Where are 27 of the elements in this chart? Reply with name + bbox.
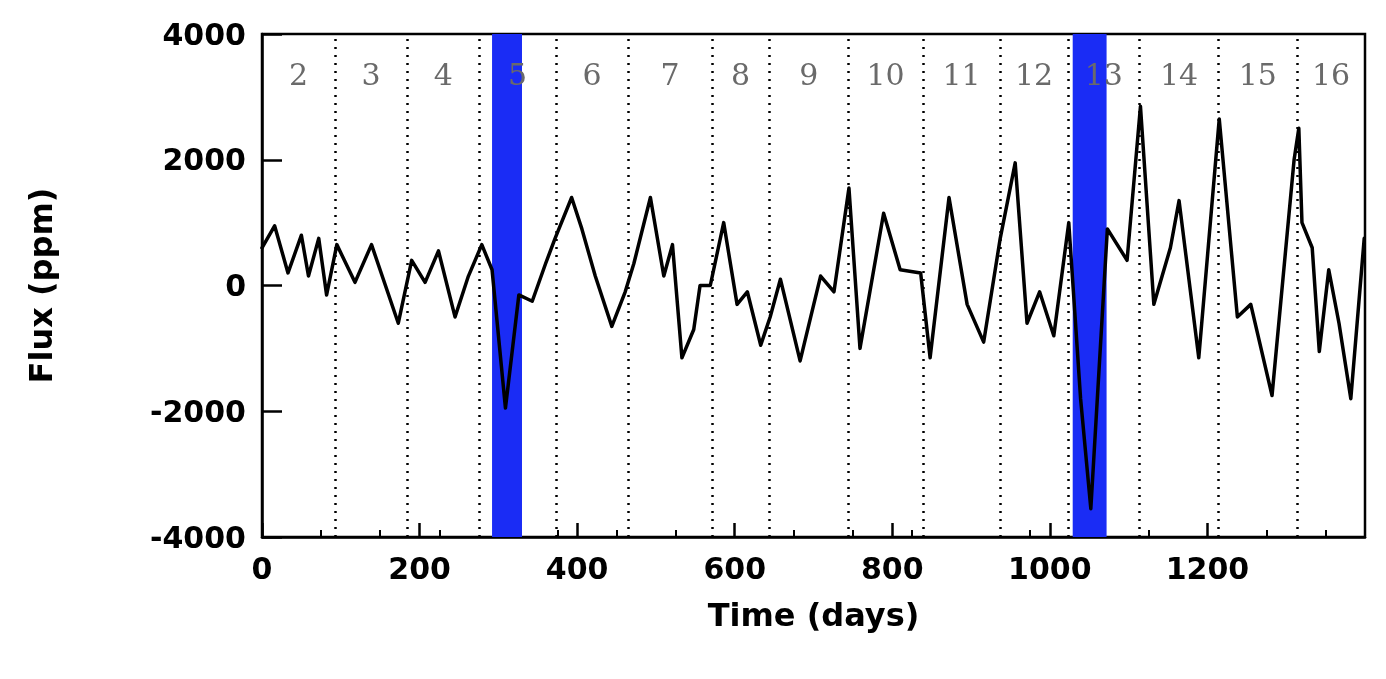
annotation: 6 xyxy=(582,56,602,92)
y-tick-label: 0 xyxy=(225,268,246,303)
y-tick-label: 4000 xyxy=(162,16,246,52)
annotation: 8 xyxy=(731,56,751,92)
annotation: 14 xyxy=(1159,56,1199,92)
annotation: 10 xyxy=(866,56,905,92)
annotation: 15 xyxy=(1238,56,1277,92)
annotation: 4 xyxy=(433,56,453,92)
annotation: 11 xyxy=(942,56,981,92)
y-tick-label: -4000 xyxy=(150,519,246,555)
x-tick-label: 1000 xyxy=(1008,550,1092,586)
x-tick-label: 400 xyxy=(545,550,609,586)
x-tick-label: 1200 xyxy=(1165,550,1250,586)
annotation: 12 xyxy=(1015,56,1054,92)
x-axis-title: Time (days) xyxy=(707,596,920,634)
annotation: 2 xyxy=(289,56,309,92)
annotation: 7 xyxy=(660,56,680,92)
annotation: 16 xyxy=(1312,56,1351,92)
annotation: 9 xyxy=(799,56,819,92)
x-tick-label: 200 xyxy=(388,550,451,586)
annotation: 3 xyxy=(361,56,381,92)
y-axis-title: Flux (ppm) xyxy=(22,187,60,384)
y-tick-label: 2000 xyxy=(162,142,246,178)
x-tick-label: 0 xyxy=(251,550,273,586)
y-tick-label: -2000 xyxy=(150,393,246,429)
x-tick-label: 800 xyxy=(860,550,924,586)
x-tick-label: 600 xyxy=(703,550,767,586)
